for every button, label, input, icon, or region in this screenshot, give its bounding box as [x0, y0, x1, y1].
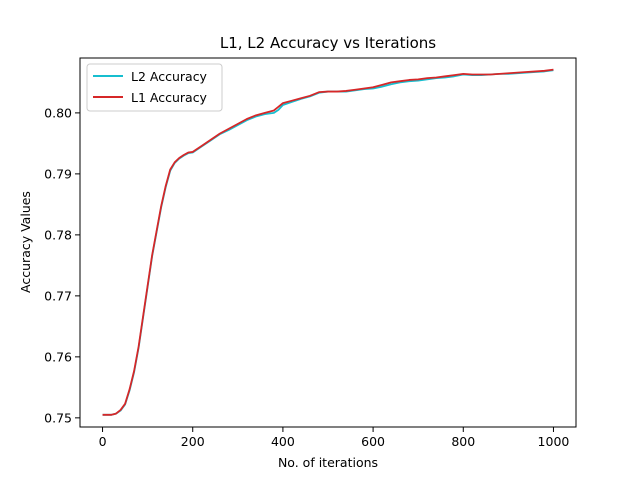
y-axis: 0.75 0.76 0.77 0.78 0.79 0.80	[44, 105, 80, 425]
chart-title: L1, L2 Accuracy vs Iterations	[220, 34, 436, 52]
y-tick-label: 0.79	[44, 166, 72, 181]
x-tick-label: 600	[361, 434, 385, 449]
y-tick-label: 0.76	[44, 349, 72, 364]
y-tick-label: 0.77	[44, 288, 72, 303]
x-tick-label: 200	[181, 434, 205, 449]
y-tick-label: 0.78	[44, 227, 72, 242]
legend-label-l1: L1 Accuracy	[131, 90, 208, 105]
legend: L2 Accuracy L1 Accuracy	[86, 63, 223, 112]
x-tick-label: 1000	[538, 434, 570, 449]
series-layer	[102, 68, 554, 416]
x-axis: 0 200 400 600 800 1000	[99, 427, 570, 449]
y-tick-label: 0.80	[44, 105, 72, 120]
x-tick-label: 800	[451, 434, 475, 449]
series-line-l1-accuracy	[102, 68, 554, 416]
y-axis-label: Accuracy Values	[18, 191, 33, 293]
legend-label-l2: L2 Accuracy	[131, 69, 208, 84]
x-tick-label: 400	[271, 434, 295, 449]
y-tick-label: 0.75	[44, 410, 72, 425]
x-axis-label: No. of iterations	[278, 455, 378, 470]
plot-frame	[79, 57, 577, 428]
x-tick-label: 0	[99, 434, 107, 449]
